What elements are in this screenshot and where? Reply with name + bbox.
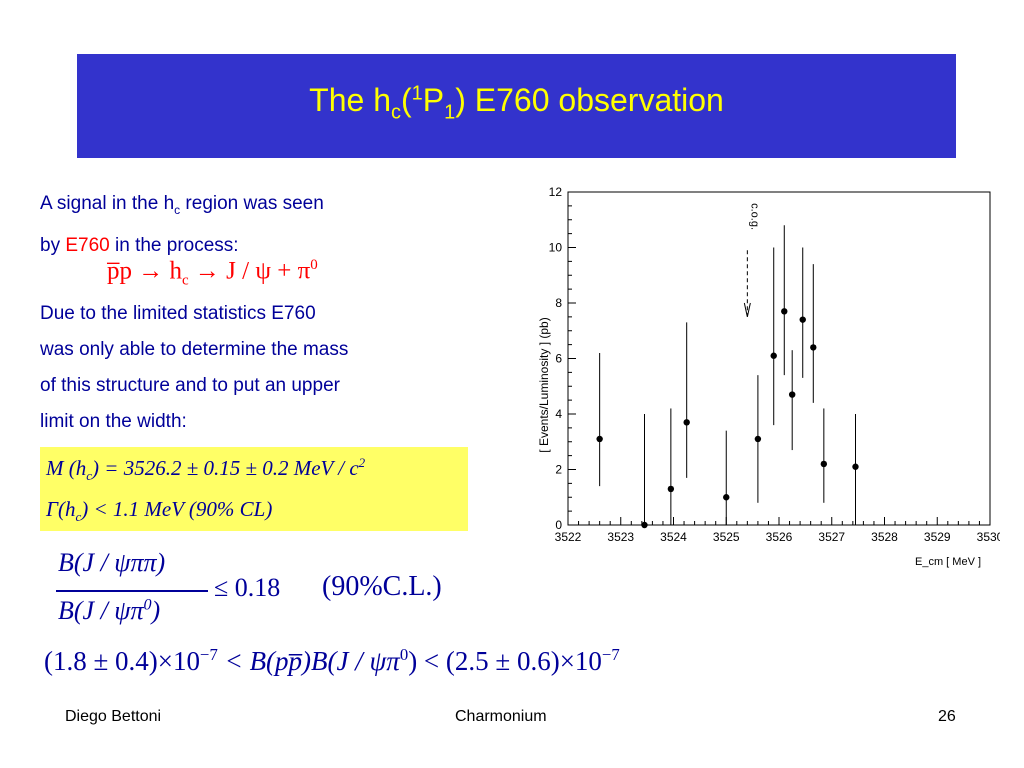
ratio-cl: (90%C.L.): [322, 571, 442, 602]
data-point: [596, 435, 603, 443]
x-tick-label: 3526: [766, 530, 793, 544]
footer-topic: Charmonium: [455, 708, 547, 725]
data-point: [799, 316, 806, 323]
y-tick-label: 12: [549, 185, 563, 199]
page-number: 26: [938, 708, 956, 725]
x-tick-label: 3523: [607, 530, 634, 544]
y-tick-label: 2: [555, 463, 562, 477]
footer-author: Diego Bettoni: [65, 708, 162, 725]
intro-paragraph: A signal in the hc region was seen by E7…: [40, 186, 324, 264]
y-axis-label: [ Events/Luminosity ] (pb): [537, 317, 551, 452]
x-axis-label: E_cm [ MeV ]: [915, 556, 981, 568]
data-point: [641, 521, 648, 529]
para-line: was only able to determine the mass: [40, 339, 349, 360]
title-rest: ) E760 observation: [455, 82, 724, 118]
y-tick-label: 0: [555, 518, 562, 532]
cog-arrow-head: [743, 302, 751, 317]
x-tick-label: 3529: [924, 530, 951, 544]
experiment-name: E760: [65, 234, 110, 256]
x-tick-label: 3528: [871, 530, 898, 544]
intro-line-1: A signal in the hc region was seen: [40, 193, 324, 217]
ratio-bound: ≤ 0.18: [214, 573, 281, 602]
data-point: [770, 352, 777, 359]
data-point: [667, 485, 675, 493]
y-tick-label: 6: [555, 352, 562, 366]
x-tick-label: 3522: [555, 530, 582, 544]
data-point: [852, 463, 859, 470]
result-box: [40, 447, 468, 531]
mass-equation: M (hc) = 3526.2 ± 0.15 ± 0.2 MeV / c2: [46, 455, 366, 484]
title-sub-1: 1: [444, 101, 456, 124]
x-tick-label: 3527: [818, 530, 845, 544]
slide-title: The hc(1P1) E760 observation: [77, 82, 956, 124]
title-text: The h: [309, 82, 391, 118]
fraction-bar: [56, 590, 208, 592]
data-point: [781, 308, 788, 315]
x-tick-label: 3525: [713, 530, 740, 544]
y-tick-label: 4: [555, 407, 562, 421]
para-line: Due to the limited statistics E760: [40, 303, 316, 324]
width-equation: Γ(hc) < 1.1 MeV (90% CL): [46, 497, 273, 525]
intro-line-2: by E760 in the process:: [40, 234, 239, 256]
statistics-paragraph: Due to the limited statistics E760 was o…: [40, 296, 348, 440]
data-point: [683, 419, 690, 426]
cog-annotation: c.o.g.: [748, 203, 760, 230]
plot-frame: [567, 191, 991, 526]
data-point: [723, 494, 730, 501]
title-banner: The hc(1P1) E760 observation: [77, 54, 956, 158]
data-point: [810, 344, 817, 351]
y-tick-label: 8: [555, 296, 562, 310]
title-sup-1: 1: [411, 82, 423, 105]
x-tick-label: 3524: [660, 530, 687, 544]
data-point: [788, 391, 796, 398]
ratio-denominator: B(J / ψπ0): [58, 596, 161, 625]
product-equation: (1.8 ± 0.4)×10−7 < B(pp̅)B(J / ψπ0) < (2…: [44, 645, 620, 676]
title-sub-c: c: [390, 101, 401, 124]
title-paren: (: [400, 82, 412, 118]
y-tick-label: 10: [549, 241, 563, 255]
data-point: [820, 460, 828, 468]
para-line: limit on the width:: [40, 411, 187, 432]
ratio-numerator: B(J / ψππ): [58, 548, 166, 577]
para-line: of this structure and to put an upper: [40, 375, 340, 396]
title-p: P: [422, 82, 445, 118]
process-formula: p̅p → hc → J / ψ + π0: [107, 257, 318, 289]
data-point: [754, 435, 762, 443]
events-chart: [ Events/Luminosity ] (pb) E_cm [ MeV ] …: [537, 185, 1000, 568]
